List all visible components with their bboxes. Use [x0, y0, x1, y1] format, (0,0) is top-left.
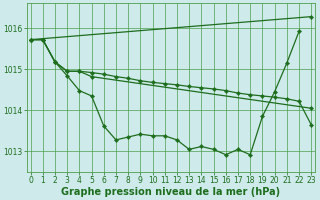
X-axis label: Graphe pression niveau de la mer (hPa): Graphe pression niveau de la mer (hPa) — [61, 187, 280, 197]
